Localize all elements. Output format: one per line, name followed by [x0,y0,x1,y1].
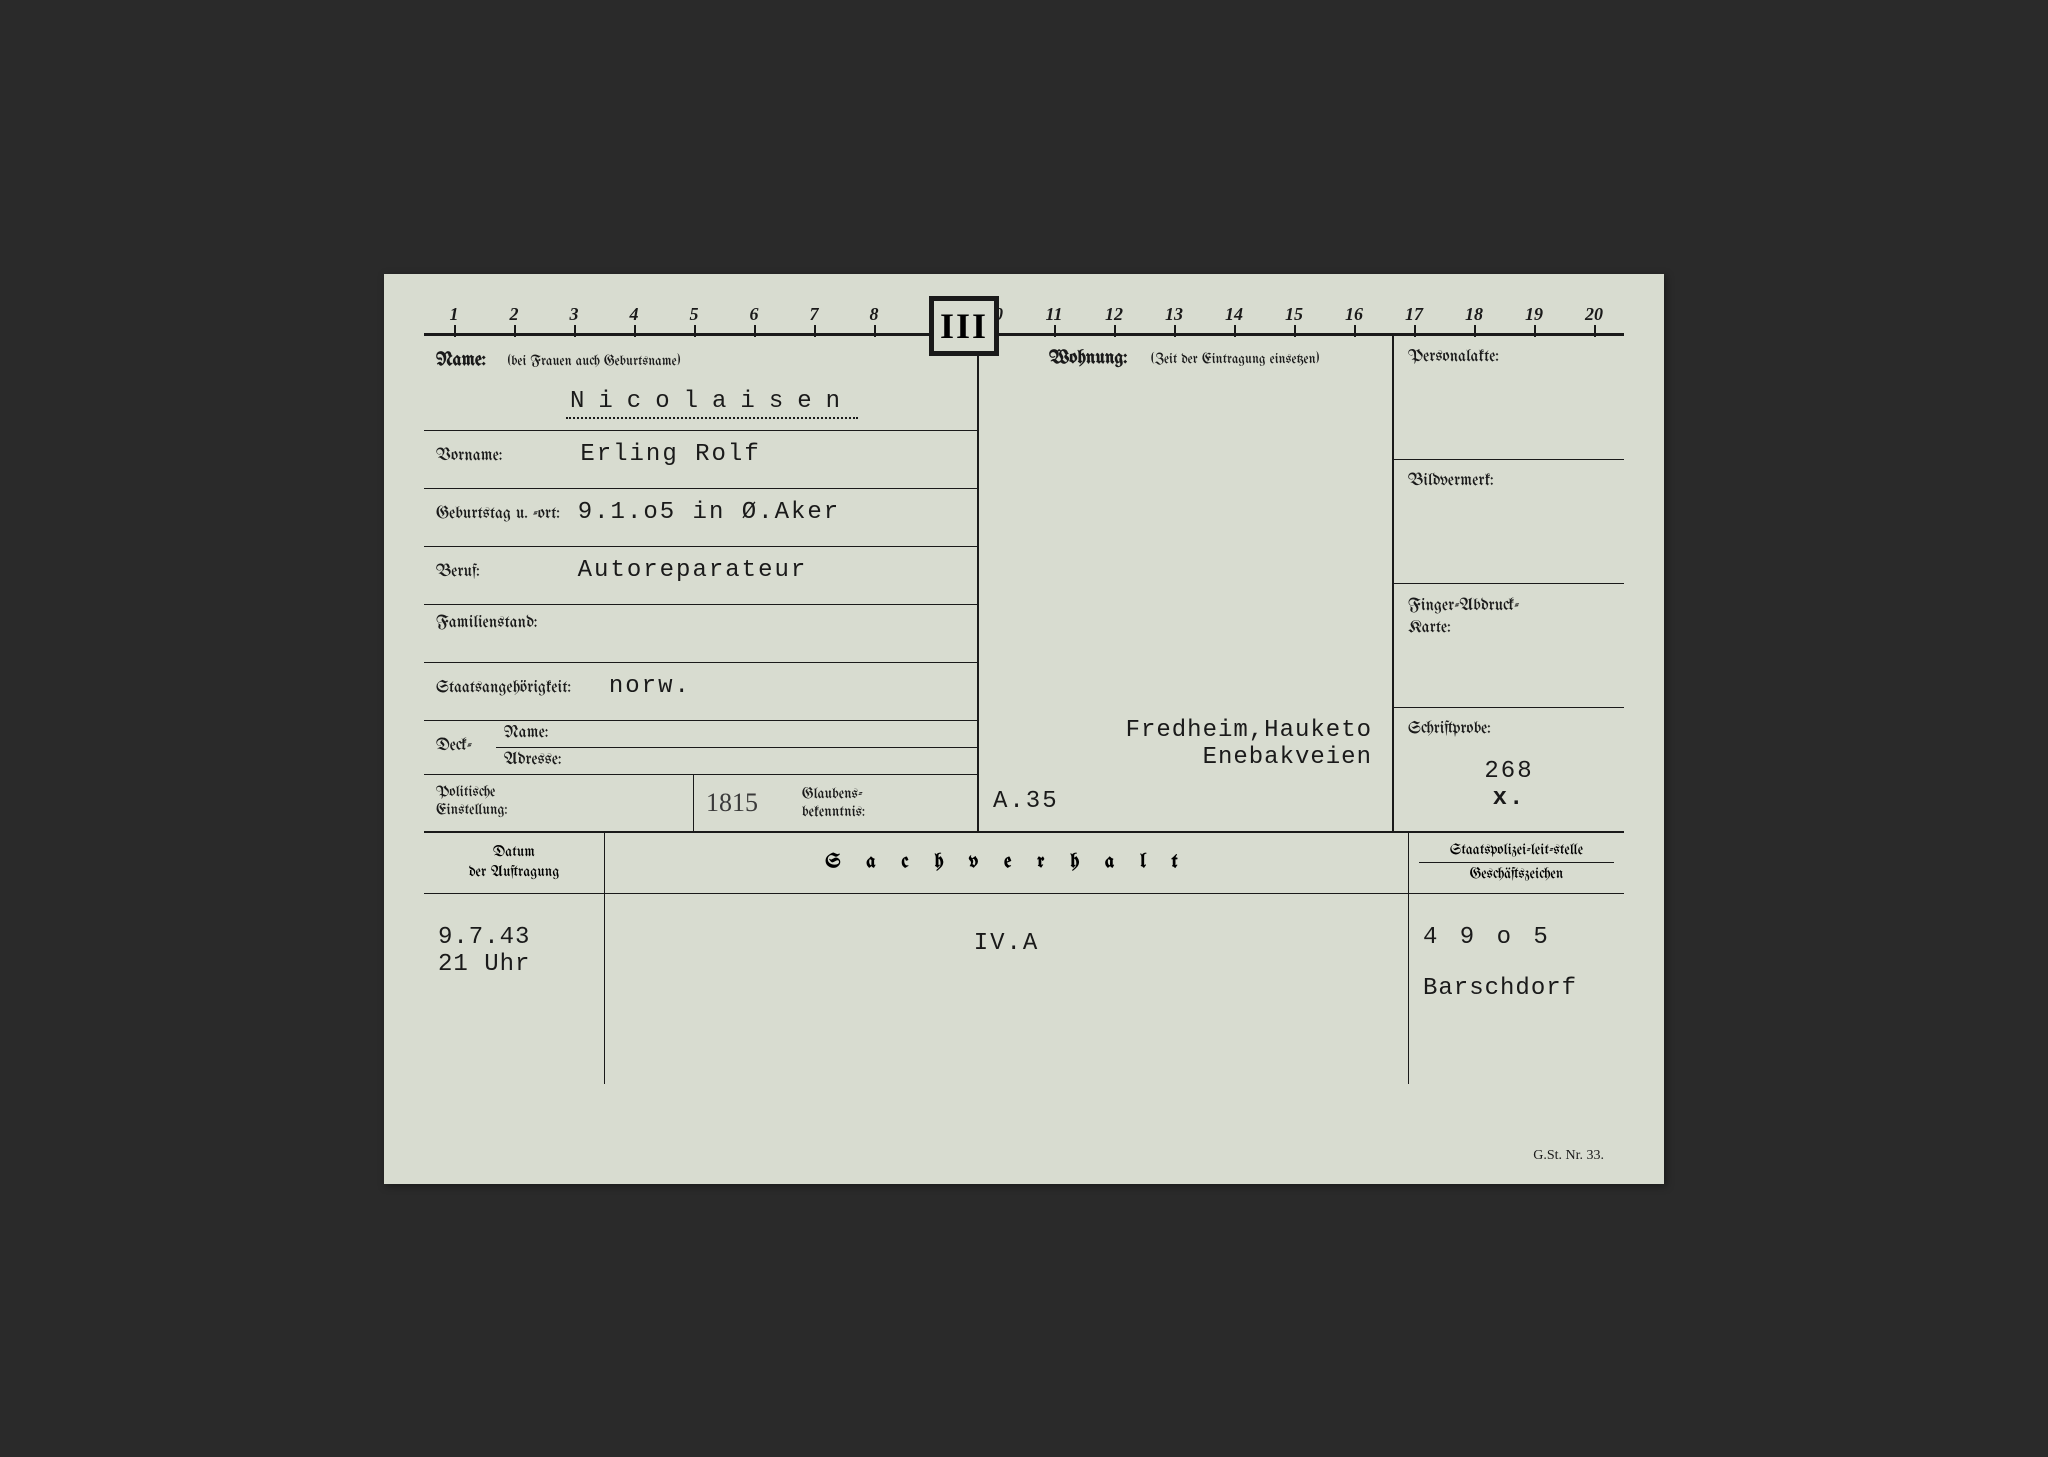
ruler-tick: 15 [1274,304,1314,325]
ruler-tick: 6 [734,304,774,325]
sachverhalt-value: IV.A [619,930,1394,957]
category-value: III [940,305,988,347]
geburtstag-value: 9.1.o5 in Ø.Aker [578,499,840,526]
ruler-tick: 5 [674,304,714,325]
datum-label1: Datum [493,844,535,860]
staats-label: Staatsangehörigkeit: [436,680,571,697]
vorname-label: Vorname: [436,448,502,465]
ruler-tick: 13 [1154,304,1194,325]
name-label: Name: [436,350,486,370]
politische-label2: Einstellung: [436,802,508,818]
deck-field: Deck- Name: Adresse: [424,721,977,775]
ruler-tick: 11 [1034,304,1074,325]
right-column: Personalakte: Bildvermerk: Finger-Abdruc… [1394,336,1624,831]
lower-content: 9.7.43 21 Uhr IV.A 4 9 o 5 Barschdorf [424,894,1624,1084]
ruler-tick: 20 [1574,304,1614,325]
footer-note: G.St. Nr. 33. [1533,1148,1604,1164]
geschaeftszeichen-label: Geschäftszeichen [1470,866,1564,882]
ruler: 1 2 3 4 5 6 7 8 9 10 11 12 13 14 15 16 1… [424,304,1624,336]
beruf-field: Beruf: Autoreparateur [424,547,977,605]
left-column: Name: (bei Frauen auch Geburtsname) Nico… [424,336,979,831]
sachverhalt-header: S a c h v e r h a l t [604,833,1409,894]
ruler-tick: 17 [1394,304,1434,325]
staats-value: norw. [609,673,691,700]
ruler-tick: 4 [614,304,654,325]
fingerabdruck-label1: Finger-Abdruck- [1408,598,1519,615]
deck-label: Deck- [436,738,472,755]
schriftprobe-value: 268 [1408,758,1610,785]
main-grid: Name: (bei Frauen auch Geburtsname) Nico… [424,336,1624,833]
sachverhalt-cell: IV.A [604,894,1409,1084]
wohnung-code: A.35 [993,788,1059,815]
ruler-tick: 2 [494,304,534,325]
politische-field: Politische Einstellung: [424,775,694,831]
record-card: 1 2 3 4 5 6 7 8 9 10 11 12 13 14 15 16 1… [384,274,1664,1184]
schriftprobe-mark: x. [1408,785,1610,812]
wohnung-hint: (Zeit der Eintragung einsetzen) [1151,352,1319,367]
sachverhalt-label: S a c h v e r h a l t [615,852,1398,873]
beruf-value: Autoreparateur [578,557,808,584]
familienstand-field: Familienstand: [424,605,977,663]
personalakte-field: Personalakte: [1394,336,1624,460]
staats-field: Staatsangehörigkeit: norw. [424,663,977,721]
lower-headers: Datum der Auftragung S a c h v e r h a l… [424,833,1624,894]
bildvermerk-label: Bildvermerk: [1408,473,1494,490]
ruler-tick: 8 [854,304,894,325]
staatspolizei-header: Staatspolizei-leit-stelle Geschäftszeich… [1409,833,1624,894]
wohnung-line2: Enebakveien [1126,744,1372,771]
personalakte-label: Personalakte: [1408,349,1499,366]
ruler-tick: 1 [434,304,474,325]
glaubens-label1: Glaubens- [802,786,863,802]
familienstand-label: Familienstand: [436,615,537,632]
datum-line1: 9.7.43 [438,924,590,951]
ruler-tick: 16 [1334,304,1374,325]
datum-cell: 9.7.43 21 Uhr [424,894,604,1084]
deck-adresse-label: Adresse: [504,752,562,769]
schriftprobe-label: Schriftprobe: [1408,721,1491,738]
wohnung-line1: Fredheim,Hauketo [1126,717,1372,744]
schriftprobe-field: Schriftprobe: 268 x. [1394,708,1624,831]
geburtstag-field: Geburtstag u. -ort: 9.1.o5 in Ø.Aker [424,489,977,547]
name-value: Nicolaisen [570,388,854,415]
vorname-field: Vorname: Erling Rolf [424,431,977,489]
name-hint: (bei Frauen auch Geburtsname) [508,354,680,369]
geschaeft-line2: Barschdorf [1423,975,1610,1002]
vorname-value: Erling Rolf [580,441,760,468]
fingerabdruck-label2: Karte: [1408,620,1451,637]
name-field: Name: (bei Frauen auch Geburtsname) Nico… [424,336,977,431]
glaubens-label2: bekenntnis: [802,804,865,820]
middle-column: Wohnung: (Zeit der Eintragung einsetzen)… [979,336,1394,831]
wohnung-label: Wohnung: [1049,348,1127,368]
bottom-split: Politische Einstellung: 1815 Glaubens- b… [424,775,977,831]
datum-header: Datum der Auftragung [424,833,604,894]
datum-line2: 21 Uhr [438,951,590,978]
politische-label1: Politische [436,784,495,800]
geschaeft-line1: 4 9 o 5 [1423,924,1610,951]
deck-name-label: Name: [504,725,548,742]
ruler-tick: 7 [794,304,834,325]
politische-value: 1815 [706,788,758,818]
geschaeft-cell: 4 9 o 5 Barschdorf [1409,894,1624,1084]
beruf-label: Beruf: [436,564,480,581]
ruler-tick: 19 [1514,304,1554,325]
fingerabdruck-field: Finger-Abdruck- Karte: [1394,584,1624,708]
ruler-tick: 12 [1094,304,1134,325]
geburtstag-label: Geburtstag u. -ort: [436,506,560,523]
bildvermerk-field: Bildvermerk: [1394,460,1624,584]
ruler-tick: 18 [1454,304,1494,325]
category-box: III [929,296,999,356]
ruler-tick: 3 [554,304,594,325]
ruler-tick: 14 [1214,304,1254,325]
staatspolizei-label: Staatspolizei-leit-stelle [1450,842,1583,858]
datum-label2: der Auftragung [469,864,560,880]
